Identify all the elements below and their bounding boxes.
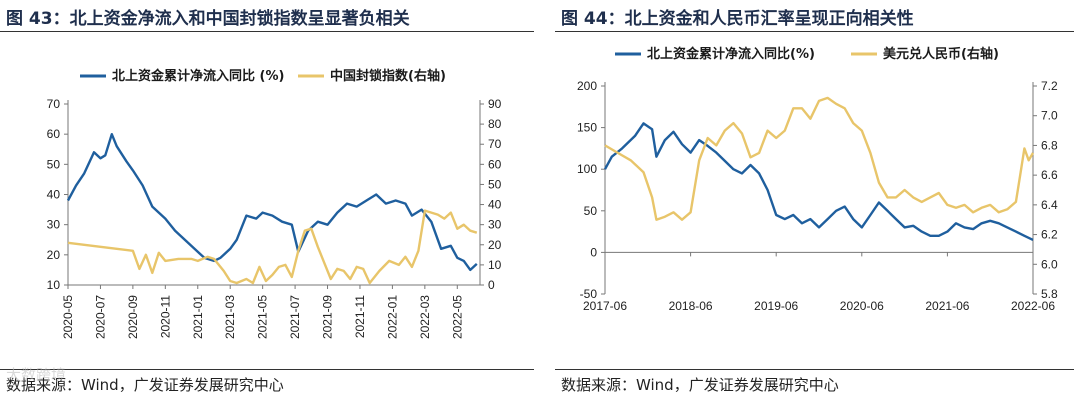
left-tick-label: 70 (47, 97, 61, 111)
left-tick-label: 50 (47, 157, 61, 171)
left-tick-label: 150 (577, 121, 597, 135)
right-tick-label: 30 (488, 218, 502, 232)
series-line-usdcny (604, 96, 1035, 221)
x-tick-label: 2022-01 (385, 295, 399, 339)
right-tick-label: 0 (488, 278, 495, 292)
figure-43-source: 数据来源：Wind，广发证券发展研究中心 (6, 376, 284, 394)
x-tick-label: 2017-06 (583, 299, 627, 313)
left-tick-label: 50 (584, 204, 598, 218)
legend-label: 北上资金累计净流入同比 (%) (112, 68, 284, 84)
left-tick-label: -50 (580, 287, 598, 301)
x-tick-label: 2021-01 (191, 295, 205, 339)
figure-44-top-rule (555, 31, 1074, 32)
right-tick-label: 70 (488, 137, 502, 151)
right-tick-label: 40 (488, 198, 502, 212)
right-tick-label: 5.8 (1041, 287, 1058, 301)
legend-label: 中国封锁指数(右轴) (330, 68, 446, 84)
series-line-northbound (603, 122, 1034, 241)
x-tick-label: 2020-09 (126, 295, 140, 339)
series-line-northbound (66, 132, 478, 272)
figure-43: 图 43：北上资金净流入和中国封锁指数呈显著负相关 10 20 30 40 50 60 70… (0, 9, 534, 394)
figure-43-title: 图 43：北上资金净流入和中国封锁指数呈显著负相关 (6, 9, 410, 29)
right-tick-label: 90 (488, 97, 502, 111)
right-tick-label: 50 (488, 177, 502, 191)
right-tick-label: 60 (488, 157, 502, 171)
right-tick-label: 7.0 (1041, 109, 1058, 123)
figure-44: 图 44：北上资金和人民币汇率呈现正向相关性 -50 0 50 100 150 200 5.… (555, 0, 1080, 401)
left-tick-label: 20 (47, 248, 61, 262)
right-tick-label: 20 (488, 238, 502, 252)
x-tick-label: 2020-06 (840, 299, 884, 313)
watermark: 大数跨境 (6, 366, 67, 384)
series-line-lockdown-index (67, 209, 478, 285)
right-tick-label: 6.6 (1041, 168, 1058, 182)
x-tick-label: 2022-03 (418, 295, 432, 339)
left-tick-label: 30 (47, 218, 61, 232)
right-tick-label: 6.4 (1041, 198, 1058, 212)
x-tick-label: 2021-07 (288, 295, 302, 339)
x-tick-label: 2021-06 (925, 299, 969, 313)
left-tick-label: 60 (47, 127, 61, 141)
legend-label: 美元兑人民币(右轴) (883, 46, 999, 62)
right-tick-label: 6.0 (1041, 257, 1058, 271)
x-tick-label: 2019-06 (754, 299, 798, 313)
right-tick-label: 10 (488, 258, 502, 272)
x-tick-label: 2021-09 (321, 295, 335, 339)
x-tick-label: 2022-06 (1011, 299, 1055, 313)
figure-43-chart: 10 20 30 40 50 60 70 0 10 20 30 40 50 60 70 80 90 2020-05… (47, 68, 502, 339)
right-tick-label: 6.2 (1041, 228, 1058, 242)
x-tick-label: 2021-03 (223, 295, 237, 339)
x-tick-label: 2022-05 (450, 295, 464, 339)
legend-label: 北上资金累计净流入同比(%) (647, 46, 815, 62)
x-tick-label: 2018-06 (669, 299, 713, 313)
figure-43-bottom-rule (0, 369, 534, 370)
right-tick-label: 6.8 (1041, 138, 1058, 152)
x-tick-label: 2020-07 (93, 295, 107, 339)
right-tick-label: 7.2 (1041, 79, 1058, 93)
x-tick-label: 2021-05 (256, 295, 270, 339)
left-tick-label: 40 (47, 188, 61, 202)
x-tick-label: 2020-05 (61, 295, 75, 339)
left-tick-label: 10 (47, 278, 61, 292)
right-tick-label: 80 (488, 117, 502, 131)
left-tick-label: 200 (577, 79, 597, 93)
figure-44-bottom-rule (555, 369, 1074, 370)
figure-44-chart: -50 0 50 100 150 200 5.8 6.0 6.2 6.4 6.6 6.8 7.0 7.2 2… (577, 46, 1058, 313)
left-tick-label: 0 (590, 245, 597, 259)
figure-44-source: 数据来源：Wind，广发证券发展研究中心 (561, 376, 839, 394)
left-tick-label: 100 (577, 162, 597, 176)
figure-44-title: 图 44：北上资金和人民币汇率呈现正向相关性 (561, 9, 914, 29)
x-tick-label: 2020-11 (158, 295, 172, 338)
figure-43-top-rule (0, 31, 534, 32)
x-tick-label: 2021-11 (353, 295, 367, 338)
